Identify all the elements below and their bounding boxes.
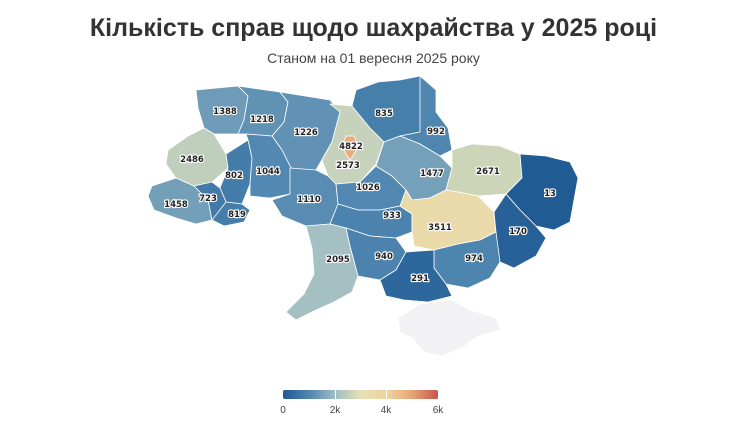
region-crimea[interactable] [397, 299, 501, 357]
region-value-label-kyiv-city: 4822 [339, 142, 363, 152]
color-scale-bar [283, 390, 438, 399]
region-value-label-mykolaiv: 940 [375, 252, 393, 262]
chart-title: Кількість справ щодо шахрайства у 2025 р… [89, 14, 658, 42]
legend-tick-label: 0 [280, 405, 286, 416]
legend-tick-mark [386, 390, 387, 399]
region-value-label-chernivtsi: 819 [228, 210, 246, 220]
legend-tick-label: 2k [329, 405, 341, 416]
region-value-label-zhytomyr: 1226 [294, 128, 318, 138]
region-value-label-zakarpattia: 1458 [164, 200, 188, 210]
region-value-label-kirovohrad: 933 [383, 211, 401, 221]
region-odesa[interactable] [285, 223, 359, 321]
region-value-label-ternopil: 802 [225, 171, 243, 181]
region-value-label-sumy: 992 [427, 127, 445, 137]
region-value-label-vinnytsia: 1110 [297, 195, 321, 205]
region-chernivtsi[interactable] [211, 201, 251, 227]
region-zakarpattia[interactable] [147, 177, 213, 225]
region-value-label-ivano-frankivsk: 723 [199, 194, 217, 204]
region-khmelnytskyi[interactable] [245, 133, 293, 199]
region-value-label-poltava: 1477 [420, 169, 444, 179]
region-value-label-dnipropetrovsk: 3511 [428, 223, 452, 233]
region-value-label-kharkiv: 2671 [476, 167, 500, 177]
region-value-label-luhansk: 13 [544, 189, 556, 199]
region-value-label-odesa: 2095 [326, 255, 350, 265]
legend-tick-mark [335, 390, 336, 399]
legend-tick-label: 6k [432, 405, 444, 416]
region-value-label-zaporizhzhia: 974 [465, 254, 483, 264]
region-value-label-volyn: 1388 [213, 107, 237, 117]
region-value-label-kyiv-oblast: 2573 [336, 161, 360, 171]
legend-tick-label: 4k [380, 405, 392, 416]
region-value-label-chernihiv: 835 [375, 109, 393, 119]
chart-subtitle: Станом на 01 вересня 2025 року [267, 50, 480, 66]
region-luhansk[interactable] [505, 153, 579, 231]
region-sumy[interactable] [399, 75, 453, 157]
region-kherson[interactable] [379, 249, 453, 303]
region-value-label-kherson: 291 [411, 274, 429, 284]
region-value-label-donetsk: 170 [509, 227, 527, 237]
region-value-label-khmelnytskyi: 1044 [256, 167, 280, 177]
region-value-label-rivne: 1218 [250, 115, 274, 125]
region-value-label-cherkasy: 1026 [356, 183, 380, 193]
region-kyiv-city[interactable] [341, 135, 359, 161]
region-value-label-lviv: 2486 [180, 155, 204, 165]
